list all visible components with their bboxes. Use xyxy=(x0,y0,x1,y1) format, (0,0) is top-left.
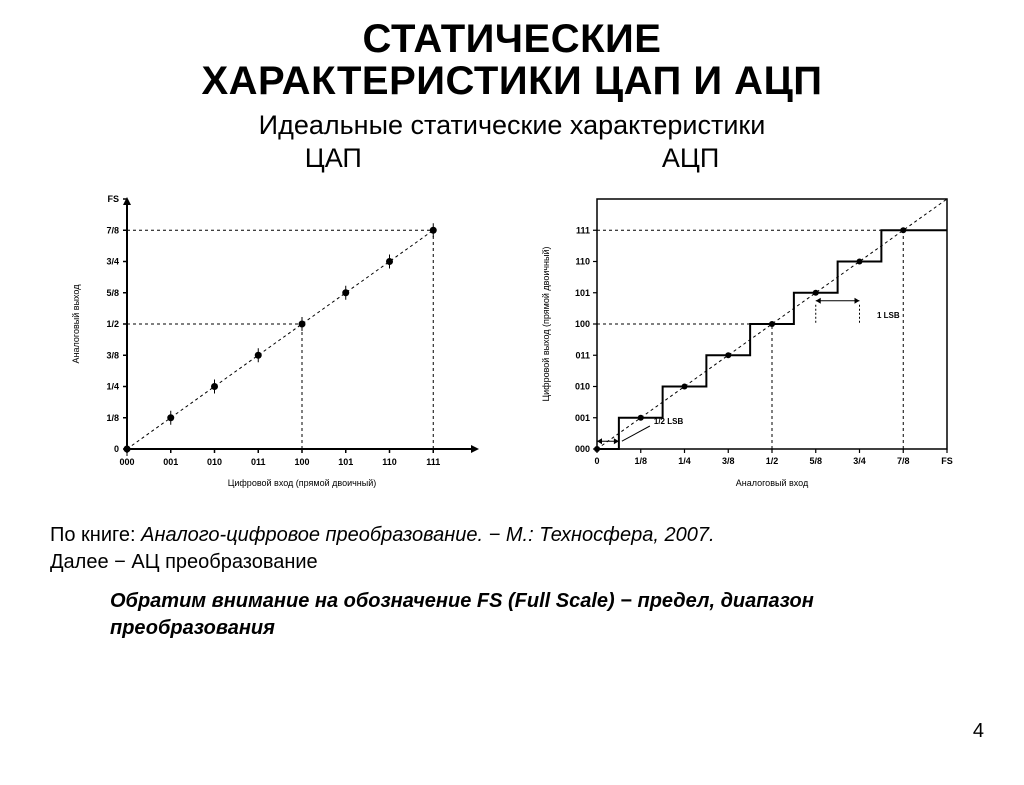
svg-text:0: 0 xyxy=(114,444,119,454)
subtitle: Идеальные статические характеристики xyxy=(0,110,1024,141)
svg-text:010: 010 xyxy=(575,382,590,392)
svg-text:3/8: 3/8 xyxy=(106,350,119,360)
dac-label: ЦАП xyxy=(305,143,362,174)
svg-text:101: 101 xyxy=(338,457,353,467)
svg-text:1/8: 1/8 xyxy=(634,456,647,466)
svg-text:FS: FS xyxy=(941,456,953,466)
charts-row: 01/81/43/81/25/83/47/8FS0000010100111001… xyxy=(0,184,1024,504)
svg-text:111: 111 xyxy=(576,225,590,235)
svg-text:3/4: 3/4 xyxy=(106,257,119,267)
title-line-1: СТАТИЧЕСКИЕ xyxy=(0,18,1024,60)
svg-text:1/4: 1/4 xyxy=(678,456,691,466)
svg-text:100: 100 xyxy=(294,457,309,467)
svg-text:110: 110 xyxy=(382,457,397,467)
svg-text:Цифровой выход (прямой двоичны: Цифровой выход (прямой двоичный) xyxy=(541,246,551,401)
svg-text:Аналоговый вход: Аналоговый вход xyxy=(736,478,809,488)
adc-chart: 0 1/8 1/4 3/8 1/2 5/8 3/4 7/8 FS 000 001 010 011 100 1… xyxy=(527,184,967,504)
svg-text:FS: FS xyxy=(107,194,119,204)
svg-text:1/2 LSB: 1/2 LSB xyxy=(654,417,684,426)
svg-text:7/8: 7/8 xyxy=(106,225,119,235)
svg-text:001: 001 xyxy=(163,457,178,467)
svg-text:1/2: 1/2 xyxy=(766,456,779,466)
svg-text:3/8: 3/8 xyxy=(722,456,735,466)
title-line-2: ХАРАКТЕРИСТИКИ ЦАП И АЦП xyxy=(0,60,1024,102)
chart-labels-row: ЦАП АЦП xyxy=(0,143,1024,174)
svg-text:000: 000 xyxy=(119,457,134,467)
svg-text:100: 100 xyxy=(575,319,590,329)
footer-emphasis: Обратим внимание на обозначение FS (Full… xyxy=(110,588,914,642)
citation-block: По книге: Аналого-цифровое преобразовани… xyxy=(50,522,974,576)
svg-text:010: 010 xyxy=(207,457,222,467)
citation-prefix: По книге: xyxy=(50,524,141,546)
citation-line2: Далее − АЦ преобразование xyxy=(50,551,318,573)
svg-text:7/8: 7/8 xyxy=(897,456,910,466)
svg-text:5/8: 5/8 xyxy=(106,288,119,298)
svg-text:011: 011 xyxy=(251,457,266,467)
svg-text:Цифровой вход (прямой двоичный: Цифровой вход (прямой двоичный) xyxy=(228,478,377,488)
svg-text:110: 110 xyxy=(575,257,590,267)
svg-text:011: 011 xyxy=(575,350,590,360)
svg-text:0: 0 xyxy=(594,456,599,466)
citation-italic: Аналого-цифровое преобразование. − М.: Т… xyxy=(141,524,714,546)
svg-text:101: 101 xyxy=(575,288,590,298)
svg-text:001: 001 xyxy=(575,413,590,423)
page-number: 4 xyxy=(973,720,984,743)
svg-text:1 LSB: 1 LSB xyxy=(877,311,900,320)
svg-text:Аналоговый выход: Аналоговый выход xyxy=(71,284,81,364)
svg-text:111: 111 xyxy=(426,457,440,467)
svg-text:000: 000 xyxy=(575,444,590,454)
svg-text:1/2: 1/2 xyxy=(106,319,119,329)
main-title: СТАТИЧЕСКИЕ ХАРАКТЕРИСТИКИ ЦАП И АЦП xyxy=(0,18,1024,102)
svg-text:1/8: 1/8 xyxy=(106,413,119,423)
svg-text:3/4: 3/4 xyxy=(853,456,866,466)
svg-text:1/4: 1/4 xyxy=(106,382,119,392)
svg-text:5/8: 5/8 xyxy=(809,456,822,466)
dac-chart: 0 1/8 1/4 3/8 1/2 5/8 3/4 7/8 FS 000 001 010 011 100 1… xyxy=(57,184,497,504)
adc-label: АЦП xyxy=(662,143,719,174)
